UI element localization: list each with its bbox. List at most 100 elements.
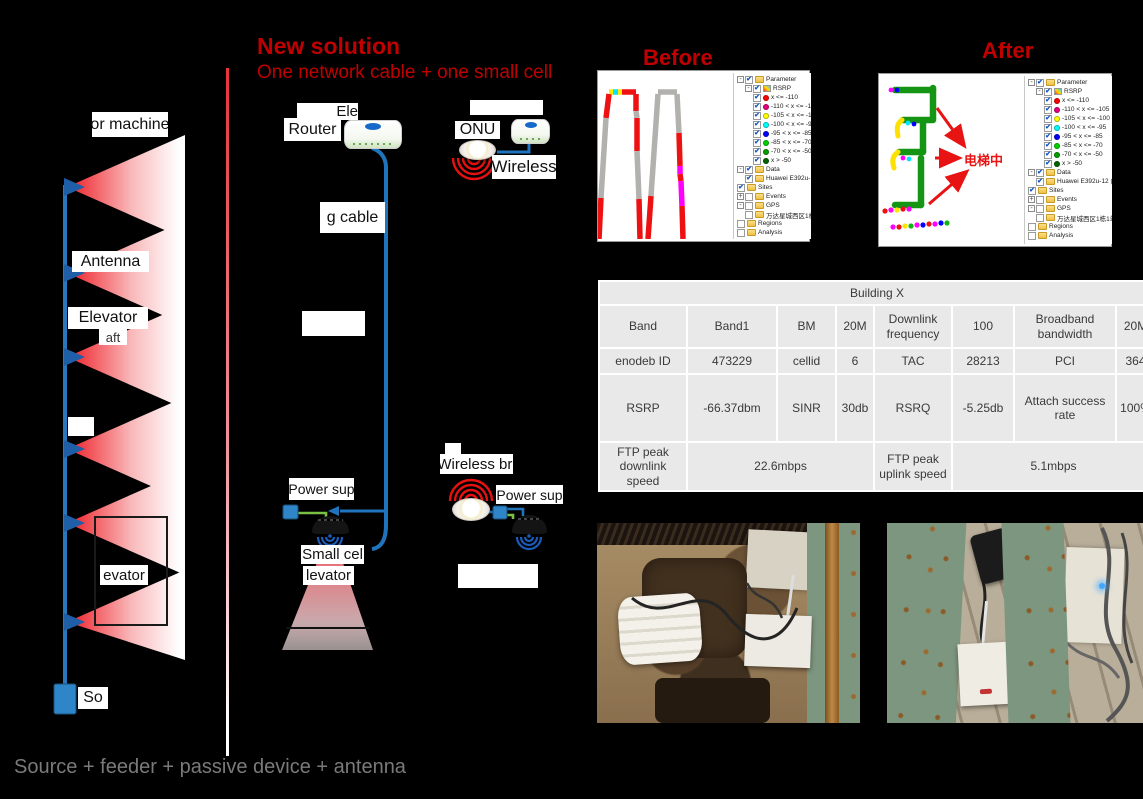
legend-row: - ✔ Parameter — [1027, 78, 1112, 87]
blank-label-box-3 — [445, 443, 461, 457]
legend-row: ✔ Huawei E392u-12 (1) — [736, 174, 811, 183]
blank-label-box-1 — [302, 311, 365, 336]
checkbox-icon: ✔ — [1036, 204, 1044, 213]
folder-icon — [755, 211, 764, 218]
folder-icon — [1046, 178, 1055, 185]
photo1-cables — [631, 582, 799, 641]
checkbox-icon: ✔ — [753, 84, 761, 93]
photo1-brass-bar — [825, 523, 839, 723]
wireless-label: Wireless — [492, 155, 556, 179]
checkbox-icon: ✔ — [1036, 168, 1044, 177]
table-cell: 5.1mbps — [953, 443, 1143, 490]
power-supply-label-1: Power sup — [289, 478, 354, 500]
router-device-icon — [344, 120, 402, 149]
table-cell: RSRP — [600, 375, 686, 441]
dot-icon — [763, 103, 769, 110]
legend-row: ✔ -110 < x <= -105 — [1027, 105, 1112, 114]
checkbox-icon: ✔ — [1044, 105, 1052, 114]
dot-icon — [763, 94, 769, 101]
wireless-bridge-disc-1 — [459, 140, 496, 160]
legend-label: Data — [1057, 169, 1071, 176]
table-cell: cellid — [778, 349, 835, 373]
dot-icon — [1054, 151, 1060, 158]
legend-label: GPS — [766, 202, 780, 209]
checkbox-icon: ✔ — [1036, 177, 1044, 186]
legend-row: ✔ -110 < x <= -105 — [736, 102, 811, 111]
table-cell: 100 — [953, 306, 1013, 347]
checkbox-icon: ✔ — [753, 129, 761, 138]
dot-icon — [1054, 160, 1060, 167]
table-cell: Downlink frequency — [875, 306, 951, 347]
elevator-shaft-label-2: aft — [99, 329, 127, 345]
legend-label: x > -50 — [771, 157, 792, 164]
legend-label: Events — [1057, 196, 1077, 203]
legend-row: - ✔ RSRP — [1027, 87, 1112, 96]
table-cell: 28213 — [953, 349, 1013, 373]
checkbox-icon: ✔ — [737, 228, 745, 237]
legend-row: ✔ x > -50 — [1027, 159, 1112, 168]
table-cell: 20M — [837, 306, 873, 347]
folder-icon — [1038, 232, 1047, 239]
collapse-icon: - — [1028, 205, 1035, 212]
section-divider — [226, 68, 229, 756]
legend-label: -100 < x <= -95 — [1062, 124, 1107, 131]
wireless-bridge-label: Wireless bri — [440, 454, 513, 474]
legend-label: -110 < x <= -105 — [1062, 106, 1110, 113]
legend-row: ✔ -100 < x <= -95 — [1027, 123, 1112, 132]
table-cell: 364 — [1117, 349, 1143, 373]
legend-row: -✔ GPS — [1027, 204, 1112, 213]
legend-row: ✔ -100 < x <= -95 — [736, 120, 811, 129]
dot-icon — [1054, 142, 1060, 149]
table-cell: -66.37dbm — [688, 375, 776, 441]
before-rsrp-map — [598, 89, 686, 239]
folder-icon — [755, 76, 764, 83]
power-plug-2 — [492, 505, 508, 520]
checkbox-icon: ✔ — [1044, 132, 1052, 141]
legend-row: - ✔ RSRP — [736, 84, 811, 93]
checkbox-icon: ✔ — [745, 201, 753, 210]
legend-label: -105 < x <= -100 — [1062, 115, 1110, 122]
legend-label: Analysis — [758, 229, 783, 236]
checkbox-icon: ✔ — [753, 138, 761, 147]
dot-icon — [1054, 115, 1060, 122]
elevator-shaft-label: Elevator — [68, 307, 148, 329]
wifi-red-down — [451, 157, 497, 181]
legend-row: ✔ 万达星城西区1栋1单 — [1027, 213, 1112, 222]
before-legend-tree: - ✔ Parameter - ✔ RSRP ✔ x <= -110 ✔ -110 < x <= … — [733, 73, 811, 239]
legend-row: ✔ Analysis — [736, 228, 811, 237]
photo2-green-beam-right — [1001, 523, 1071, 723]
antenna-arrows — [64, 178, 85, 631]
checkbox-icon: ✔ — [753, 102, 761, 111]
legend-row: ✔ Analysis — [1027, 231, 1112, 240]
legend-row: ✔ -105 < x <= -100 — [1027, 114, 1112, 123]
wireless-bridge-disc-2 — [452, 498, 490, 521]
network-cable-label: g cable — [320, 202, 385, 233]
small-cell-label: Small cel — [301, 545, 364, 564]
legend-row: - ✔ Data — [736, 165, 811, 174]
legend-row: +✔ Events — [736, 192, 811, 201]
legend-row: +✔ Events — [1027, 195, 1112, 204]
before-drivetest-screenshot: - ✔ Parameter - ✔ RSRP ✔ x <= -110 ✔ -110 < x <= … — [597, 70, 811, 242]
legend-row: ✔ -70 < x <= -50 — [736, 147, 811, 156]
after-rsrp-map: 电梯中 — [882, 84, 1003, 230]
after-title: After — [982, 38, 1034, 63]
legend-label: Huawei E392u-12 (1) — [1057, 178, 1112, 185]
checkbox-icon: ✔ — [745, 210, 753, 219]
checkbox-icon: ✔ — [1044, 87, 1052, 96]
table-cell: -5.25db — [953, 375, 1013, 441]
new-solution-title: New solution — [257, 33, 401, 59]
table-cell: Band1 — [688, 306, 776, 347]
folder-icon — [1038, 223, 1047, 230]
new-solution-cabling — [282, 141, 543, 650]
antenna-cones — [67, 135, 185, 660]
rsrp-icon — [1054, 88, 1062, 95]
legend-label: GPS — [1057, 205, 1071, 212]
folder-icon — [755, 193, 764, 200]
dot-icon — [763, 157, 769, 164]
legend-label: RSRP — [773, 85, 792, 92]
legend-label: x <= -110 — [771, 94, 798, 101]
dot-icon — [763, 112, 769, 119]
rsrp-icon — [763, 85, 771, 92]
checkbox-icon: ✔ — [1044, 159, 1052, 168]
